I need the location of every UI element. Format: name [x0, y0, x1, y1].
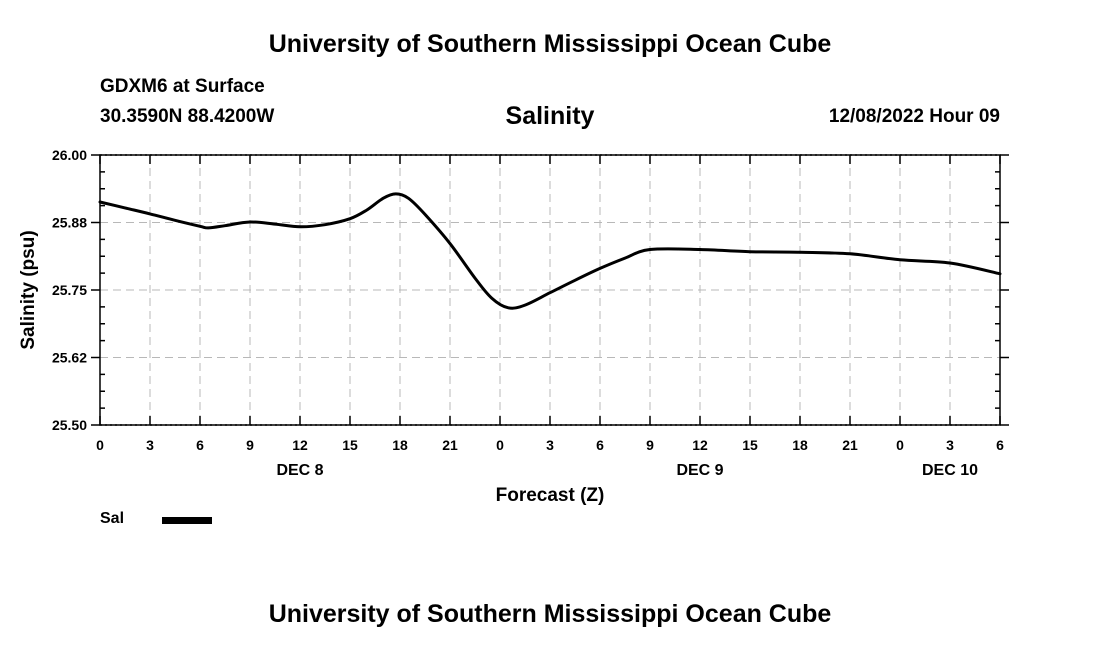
legend-label: Sal	[100, 510, 125, 527]
label-layer: 0 3 6 9 12 15 18 21 0 3 6 9 12 15 18 21 0 3 6 25.50 25.62 25.…	[52, 147, 1004, 479]
x-tick-label: 18	[392, 437, 408, 453]
day-label: DEC 8	[276, 462, 323, 479]
chart-title: Salinity	[505, 102, 595, 130]
x-tick-label: 0	[96, 437, 104, 453]
salinity-series-line	[98, 192, 1002, 310]
x-axis-label: Forecast (Z)	[496, 485, 605, 506]
y-tick-label: 25.88	[52, 215, 87, 231]
x-tick-label: 6	[596, 437, 604, 453]
y-tick-label: 25.62	[52, 350, 87, 366]
tick-layer	[91, 154, 1009, 426]
x-tick-label: 12	[692, 437, 708, 453]
x-tick-label: 0	[896, 437, 904, 453]
x-tick-label: 9	[246, 437, 254, 453]
plot-frame	[99, 154, 1001, 426]
y-tick-label: 25.75	[52, 282, 87, 298]
day-label: DEC 10	[922, 462, 978, 479]
x-tick-label: 3	[546, 437, 554, 453]
legend-swatch	[162, 517, 212, 524]
grid-layer	[100, 154, 1000, 426]
x-tick-label: 18	[792, 437, 808, 453]
y-tick-label: 25.50	[52, 417, 87, 433]
x-tick-label: 15	[742, 437, 758, 453]
station-label: GDXM6 at Surface	[100, 76, 265, 97]
y-axis-label: Salinity (psu)	[18, 230, 39, 349]
datetime-label: 12/08/2022 Hour 09	[828, 106, 1000, 127]
footer-title: University of Southern Mississippi Ocean…	[268, 600, 832, 628]
x-tick-label: 0	[496, 437, 504, 453]
y-tick-label: 26.00	[52, 147, 87, 163]
x-tick-label: 6	[196, 437, 204, 453]
series-layer	[98, 192, 1002, 310]
x-tick-label: 6	[996, 437, 1004, 453]
x-tick-label: 12	[292, 437, 308, 453]
main-title: University of Southern Mississippi Ocean…	[268, 30, 832, 58]
x-tick-label: 21	[442, 437, 458, 453]
coordinates-label: 30.3590N 88.4200W	[100, 106, 275, 127]
day-label: DEC 9	[676, 462, 723, 479]
x-tick-label: 3	[146, 437, 154, 453]
x-tick-label: 9	[646, 437, 654, 453]
x-tick-label: 21	[842, 437, 858, 453]
x-tick-label: 3	[946, 437, 954, 453]
x-tick-label: 15	[342, 437, 358, 453]
